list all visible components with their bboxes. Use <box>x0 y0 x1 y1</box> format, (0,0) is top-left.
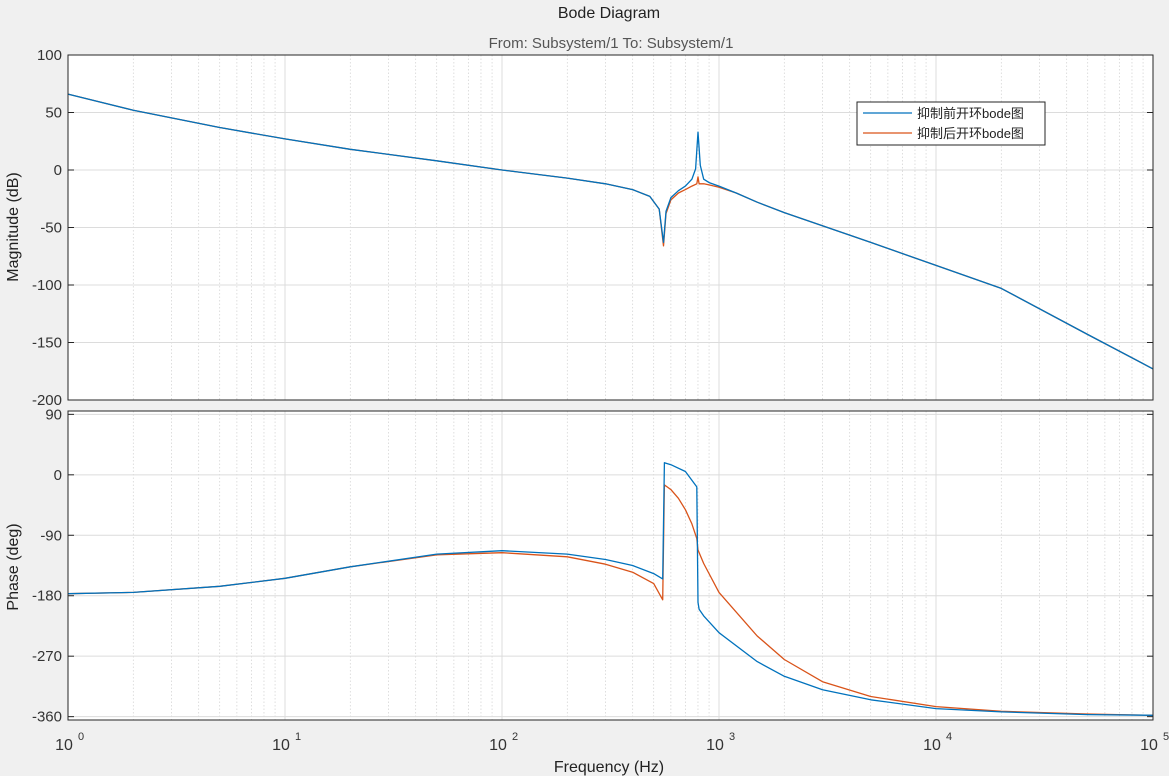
x-tick-exponent: 0 <box>78 731 84 743</box>
x-tick-label: 10 4 <box>923 731 952 754</box>
legend-label-after: 抑制后开环bode图 <box>917 126 1024 141</box>
x-tick-exponent: 4 <box>946 731 952 743</box>
legend-label-before: 抑制前开环bode图 <box>917 106 1024 121</box>
x-tick-base: 10 <box>1140 737 1158 754</box>
x-tick-label: 10 5 <box>1140 731 1169 754</box>
x-tick-label: 10 1 <box>272 731 301 754</box>
x-axis-label: Frequency (Hz) <box>554 759 664 776</box>
x-tick-base: 10 <box>489 737 507 754</box>
legend-box <box>856 101 1046 146</box>
y-tick-label: 0 <box>54 467 62 484</box>
y-tick-label: 0 <box>54 162 62 179</box>
y-tick-label: 50 <box>45 105 62 122</box>
x-tick-base: 10 <box>923 737 941 754</box>
phase-y-axis-label: Phase (deg) <box>5 523 22 610</box>
y-tick-label: -180 <box>32 588 62 605</box>
x-axis-tick-labels: 10 0 10 1 10 2 10 3 10 4 10 5 <box>55 731 1169 754</box>
magnitude-plot-border <box>67 54 1154 401</box>
x-tick-base: 10 <box>706 737 724 754</box>
phase-panel: 90 0 -90 -180 -270 -360 Phase (deg) <box>5 406 1154 726</box>
magnitude-panel: 100 50 0 -50 -100 -150 -200 Magnitude (dB) <box>5 47 1154 409</box>
phase-plot-border <box>67 410 1154 721</box>
y-tick-label: -360 <box>32 709 62 726</box>
x-tick-exponent: 5 <box>1163 731 1169 743</box>
x-tick-label: 10 3 <box>706 731 735 754</box>
y-tick-label: -90 <box>40 527 62 544</box>
x-tick-label: 10 0 <box>55 731 84 754</box>
y-tick-label: -100 <box>32 277 62 294</box>
x-tick-exponent: 3 <box>729 731 735 743</box>
chart-title: Bode Diagram <box>558 5 660 22</box>
series-line-before <box>67 462 1154 716</box>
y-tick-label: -270 <box>32 648 62 665</box>
x-tick-exponent: 2 <box>512 731 518 743</box>
x-tick-label: 10 2 <box>489 731 518 754</box>
x-tick-base: 10 <box>272 737 290 754</box>
series-line-before <box>67 93 1154 370</box>
y-tick-label: -50 <box>40 220 62 237</box>
y-tick-label: 100 <box>37 47 62 64</box>
x-tick-base: 10 <box>55 737 73 754</box>
y-tick-label: -200 <box>32 392 62 409</box>
y-tick-label: -150 <box>32 335 62 352</box>
magnitude-y-axis-label: Magnitude (dB) <box>5 172 22 281</box>
x-tick-exponent: 1 <box>295 731 301 743</box>
chart-subtitle: From: Subsystem/1 To: Subsystem/1 <box>489 35 734 52</box>
legend[interactable]: 抑制前开环bode图 抑制后开环bode图 <box>856 101 1046 146</box>
y-tick-label: 90 <box>45 406 62 423</box>
